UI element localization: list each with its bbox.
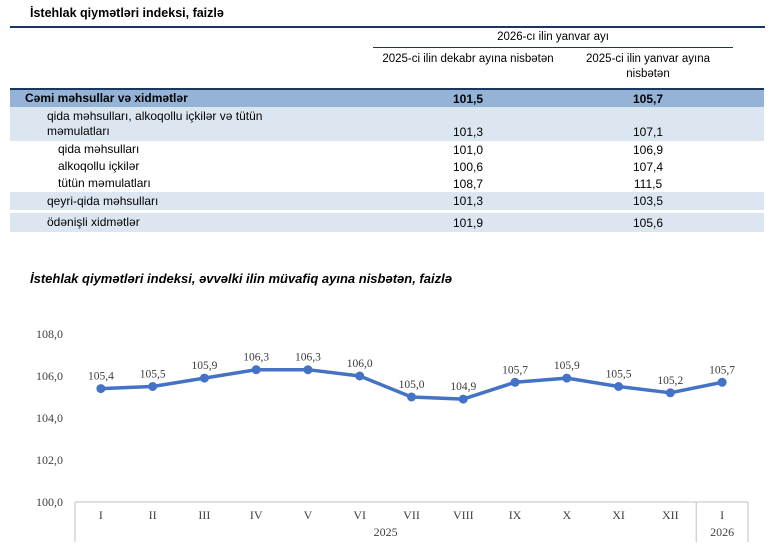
data-label: 105,9 xyxy=(554,360,580,372)
value-dec: 101,3 xyxy=(452,194,484,208)
data-point xyxy=(251,365,261,375)
data-label: 106,3 xyxy=(295,352,321,364)
title-rule xyxy=(10,26,765,28)
x-tick-label: III xyxy=(198,508,210,522)
data-point xyxy=(303,365,313,375)
data-label: 104,9 xyxy=(450,381,476,393)
span-header-rule xyxy=(373,47,733,48)
data-point xyxy=(148,382,158,391)
data-point xyxy=(355,371,365,381)
row-label: qida məhsulları xyxy=(58,142,140,156)
x-tick-label: II xyxy=(149,508,157,522)
table-row: ödənişli xidmətlər 101,9 105,6 xyxy=(10,213,764,232)
data-label: 105,0 xyxy=(399,379,425,391)
value-jan: 105,7 xyxy=(632,91,664,106)
value-jan: 105,6 xyxy=(632,215,664,230)
value-jan: 107,4 xyxy=(632,159,664,174)
table-row: qeyri-qida məhsulları 101,3 103,5 xyxy=(10,192,764,210)
data-point xyxy=(458,394,468,404)
table-row: qida məhsulları 101,0 106,9 xyxy=(10,141,764,158)
value-dec: 101,0 xyxy=(452,142,484,157)
table-row: tütün məmulatları 108,7 111,5 xyxy=(10,175,764,192)
data-point xyxy=(562,373,572,383)
y-tick-label: 106,0 xyxy=(36,369,63,383)
value-dec: 101,5 xyxy=(452,91,484,106)
x-tick-label: IX xyxy=(509,508,522,522)
row-label: Cəmi məhsullar və xidmətlər xyxy=(25,91,188,105)
value-dec: 108,7 xyxy=(452,176,484,191)
x-tick-label: V xyxy=(304,508,313,522)
row-label: qeyri-qida məhsulları xyxy=(47,193,159,208)
row-label: tütün məmulatları xyxy=(58,176,151,190)
y-tick-label: 104,0 xyxy=(36,411,63,425)
data-label: 105,7 xyxy=(709,364,735,376)
table-row: alkoqollu içkilər 100,6 107,4 xyxy=(10,158,764,175)
value-jan: 106,9 xyxy=(632,142,664,157)
table-column-headers: 2025-ci ilin dekabr ayına nisbətən 2025-… xyxy=(373,52,733,82)
data-point xyxy=(510,377,520,387)
x-tick-label: I xyxy=(99,508,103,522)
page-title: İstehlak qiymətləri indeksi, faizlə xyxy=(30,6,224,20)
x-tick-label: I xyxy=(720,508,724,522)
x-tick-label: VIII xyxy=(453,508,474,522)
cpi-table: Cəmi məhsullar və xidmətlər 101,5 105,7 qid… xyxy=(10,88,764,232)
table-span-header: 2026-cı ilin yanvar ayı xyxy=(497,31,609,43)
y-tick-label: 100,0 xyxy=(36,495,63,509)
row-label: alkoqollu içkilər xyxy=(58,159,140,173)
x-tick-label: XII xyxy=(662,508,679,522)
row-label: qida məhsulları, alkoqollu içkilər və tü… xyxy=(47,109,263,138)
value-jan: 107,1 xyxy=(632,125,664,139)
data-label: 105,7 xyxy=(502,364,528,376)
x-tick-label: XI xyxy=(612,508,625,522)
data-point xyxy=(199,373,209,383)
data-label: 106,3 xyxy=(243,352,269,364)
value-jan: 103,5 xyxy=(632,194,664,208)
data-label: 105,2 xyxy=(657,375,683,387)
data-point xyxy=(665,388,675,398)
data-point xyxy=(407,392,416,402)
chart-title: İstehlak qiymətləri indeksi, əvvəlki ili… xyxy=(30,271,452,286)
x-tick-label: VII xyxy=(403,508,420,522)
value-dec: 100,6 xyxy=(452,159,484,174)
x-tick-label: VI xyxy=(353,508,366,522)
data-label: 105,4 xyxy=(88,371,114,383)
data-label: 106,0 xyxy=(347,358,373,370)
data-point xyxy=(614,382,624,391)
data-label: 105,5 xyxy=(606,369,632,381)
table-row: Cəmi məhsullar və xidmətlər 101,5 105,7 xyxy=(10,88,764,107)
data-label: 105,9 xyxy=(191,360,217,372)
y-tick-label: 108,0 xyxy=(36,327,63,341)
row-label: ödənişli xidmətlər xyxy=(47,215,140,229)
data-point xyxy=(96,384,106,394)
data-point xyxy=(717,377,727,387)
x-tick-label: IV xyxy=(250,508,263,522)
y-tick-label: 102,0 xyxy=(36,453,63,467)
year-label: 2025 xyxy=(374,525,398,539)
year-label: 2026 xyxy=(710,525,734,539)
column-header-dec: 2025-ci ilin dekabr ayına nisbətən xyxy=(382,53,554,65)
data-label: 105,5 xyxy=(140,369,166,381)
x-tick-label: X xyxy=(562,508,571,522)
table-row: qida məhsulları, alkoqollu içkilər və tü… xyxy=(10,107,764,141)
value-jan: 111,5 xyxy=(633,176,663,191)
value-dec: 101,3 xyxy=(452,125,484,139)
column-header-jan: 2025-ci ilin yanvar ayına nisbətən xyxy=(585,53,710,80)
value-dec: 101,9 xyxy=(452,215,484,230)
